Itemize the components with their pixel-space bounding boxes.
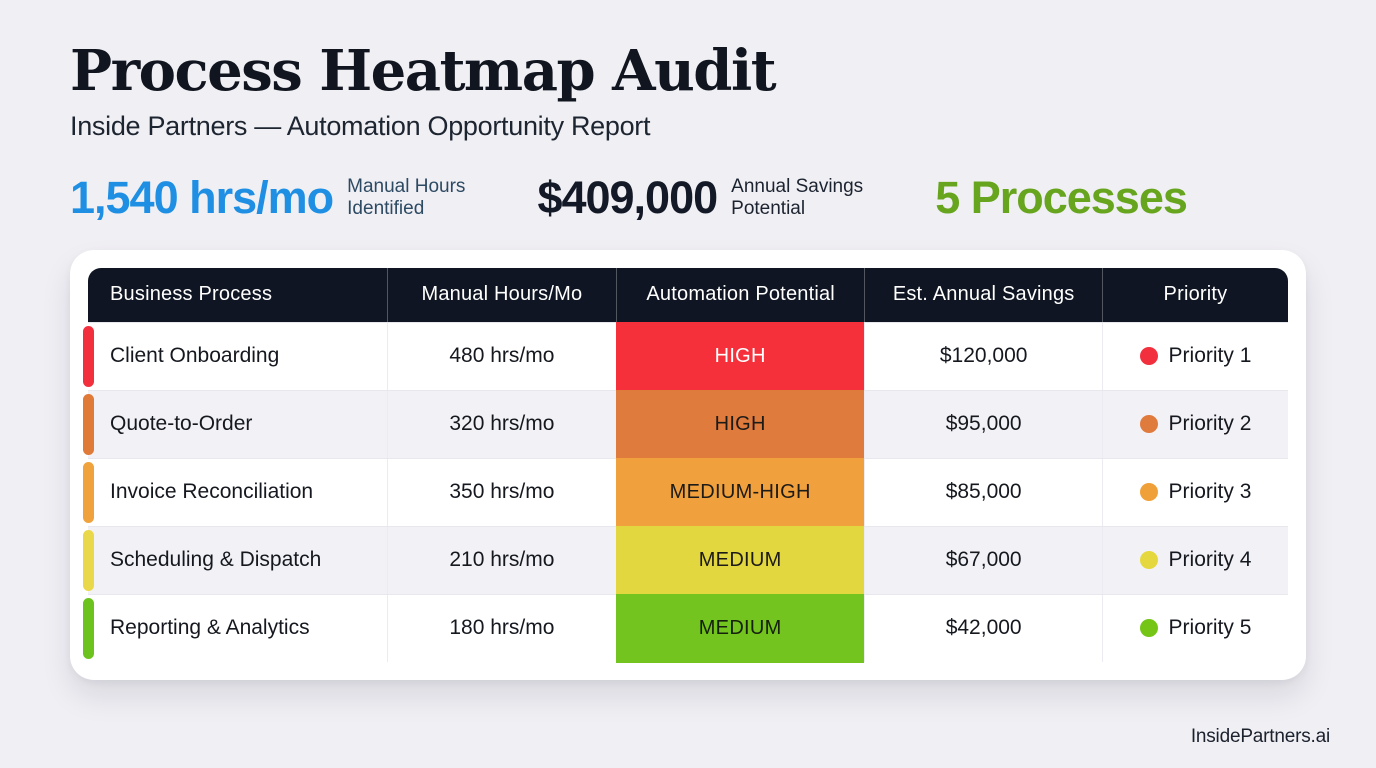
row-accent-bar xyxy=(83,597,94,659)
column-header-manual-hours: Manual Hours/Mo xyxy=(386,267,616,322)
priority-cell: Priority 2 xyxy=(1101,390,1288,458)
stat-label-line2: Identified xyxy=(347,197,425,219)
row-accent-bar xyxy=(83,325,94,387)
stat-label: Manual Hours Identified xyxy=(347,176,465,220)
table-row: Quote-to-Order 320 hrs/mo HIGH $95,000 P… xyxy=(83,389,1288,459)
priority-label: Priority 2 xyxy=(1168,412,1252,436)
automation-potential-cell: HIGH xyxy=(615,389,865,459)
priority-dot xyxy=(1139,347,1158,366)
table-row: Scheduling & Dispatch 210 hrs/mo MEDIUM … xyxy=(83,525,1288,595)
hours-cell: 350 hrs/mo xyxy=(386,458,616,526)
savings-cell: $42,000 xyxy=(864,594,1102,662)
summary-stats-row: 1,540 hrs/mo Manual Hours Identified $40… xyxy=(70,172,1306,224)
priority-label: Priority 1 xyxy=(1168,344,1252,368)
heatmap-table: Business Process Manual Hours/Mo Automat… xyxy=(83,267,1288,663)
priority-cell: Priority 4 xyxy=(1101,526,1288,594)
savings-cell: $120,000 xyxy=(864,322,1102,390)
column-header-business-process: Business Process xyxy=(110,283,273,306)
process-cell: Quote-to-Order xyxy=(110,412,253,436)
stat-manual-hours: 1,540 hrs/mo Manual Hours Identified xyxy=(70,172,465,224)
savings-cell: $85,000 xyxy=(864,458,1102,526)
hours-cell: 210 hrs/mo xyxy=(386,526,616,594)
hours-cell: 480 hrs/mo xyxy=(386,322,616,390)
page-title: Process Heatmap Audit xyxy=(70,38,777,104)
stat-value: 5 Processes xyxy=(935,171,1188,223)
page-subtitle: Inside Partners — Automation Opportunity… xyxy=(70,110,651,141)
priority-dot xyxy=(1139,483,1158,502)
stat-value: $409,000 xyxy=(537,171,718,223)
row-accent-bar xyxy=(83,393,94,455)
row-accent-bar xyxy=(83,461,94,523)
savings-cell: $67,000 xyxy=(864,526,1102,594)
table-row: Client Onboarding 480 hrs/mo HIGH $120,0… xyxy=(83,321,1288,391)
table-row: Reporting & Analytics 180 hrs/mo MEDIUM … xyxy=(83,593,1288,663)
priority-label: Priority 5 xyxy=(1168,616,1252,640)
stat-value: 1,540 hrs/mo xyxy=(70,171,334,223)
hours-cell: 320 hrs/mo xyxy=(386,390,616,458)
process-cell: Scheduling & Dispatch xyxy=(110,548,322,572)
table-row: Invoice Reconciliation 350 hrs/mo MEDIUM… xyxy=(83,457,1288,527)
column-header-priority: Priority xyxy=(1101,267,1288,322)
priority-dot xyxy=(1139,415,1158,434)
priority-cell: Priority 5 xyxy=(1101,594,1288,662)
priority-cell: Priority 3 xyxy=(1101,458,1288,526)
process-cell: Client Onboarding xyxy=(110,344,280,368)
stat-label-line1: Annual Savings xyxy=(731,175,864,197)
priority-dot xyxy=(1139,619,1158,638)
column-header-est-annual-savings: Est. Annual Savings xyxy=(864,267,1102,322)
savings-cell: $95,000 xyxy=(864,390,1102,458)
stat-label: Annual Savings Potential xyxy=(731,176,863,220)
priority-label: Priority 4 xyxy=(1168,548,1252,572)
table-header-row: Business Process Manual Hours/Mo Automat… xyxy=(88,267,1288,322)
automation-potential-cell: MEDIUM xyxy=(615,593,865,663)
automation-potential-cell: MEDIUM xyxy=(615,525,865,595)
process-cell: Invoice Reconciliation xyxy=(110,480,314,504)
automation-potential-cell: HIGH xyxy=(615,321,865,391)
process-cell: Reporting & Analytics xyxy=(110,616,310,640)
hours-cell: 180 hrs/mo xyxy=(386,594,616,662)
stat-annual-savings: $409,000 Annual Savings Potential xyxy=(537,172,863,224)
heatmap-card: Business Process Manual Hours/Mo Automat… xyxy=(70,249,1306,680)
row-accent-bar xyxy=(83,529,94,591)
stat-process-count: 5 Processes xyxy=(935,171,1188,224)
brand-watermark: InsidePartners.ai xyxy=(1190,726,1330,747)
priority-cell: Priority 1 xyxy=(1101,322,1288,390)
stat-label-line1: Manual Hours xyxy=(347,175,466,197)
stat-label-line2: Potential xyxy=(731,197,806,219)
column-header-automation-potential: Automation Potential xyxy=(615,267,864,322)
automation-potential-cell: MEDIUM-HIGH xyxy=(615,457,865,527)
priority-dot xyxy=(1139,551,1158,570)
priority-label: Priority 3 xyxy=(1168,480,1252,504)
